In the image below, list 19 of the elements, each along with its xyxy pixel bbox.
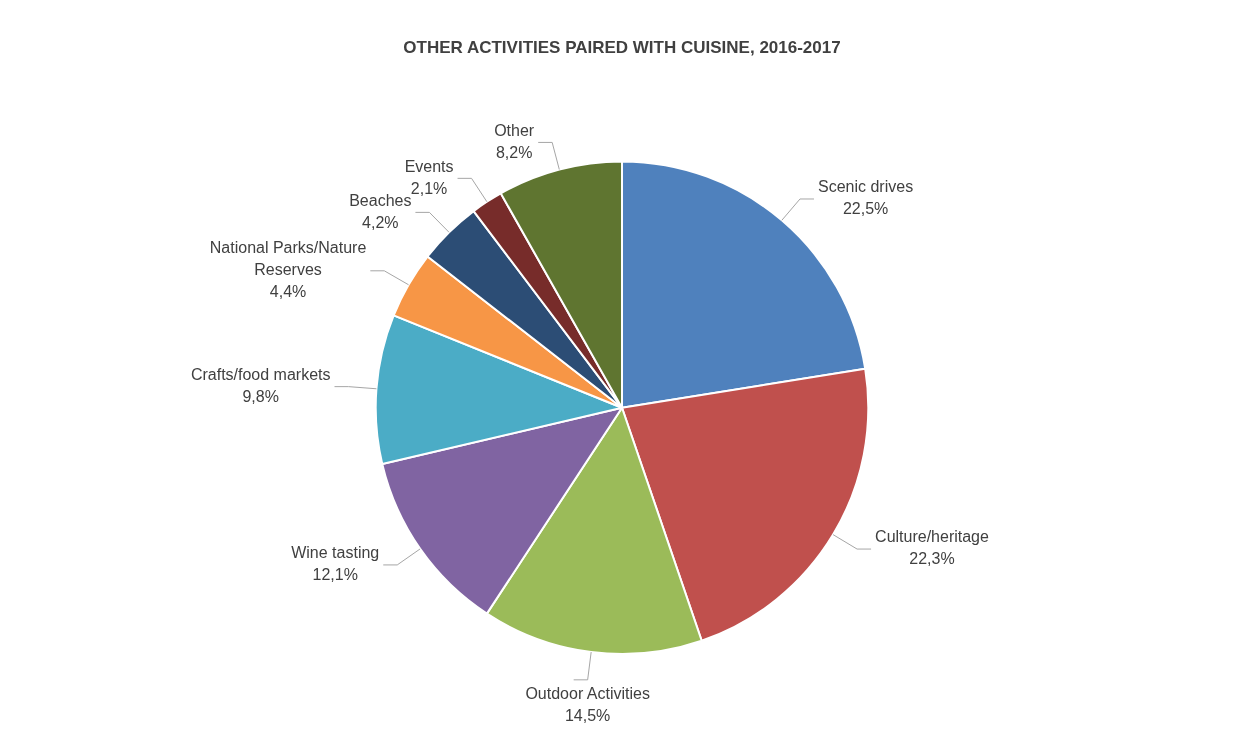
slice-label: Beaches xyxy=(349,191,412,209)
slice-label: Outdoor Activities xyxy=(525,685,650,703)
slice-label: Crafts/food markets xyxy=(190,366,331,384)
data-label: 22,5% xyxy=(842,200,889,218)
data-label: 4,4% xyxy=(269,283,307,301)
data-label: 9,8% xyxy=(242,388,279,406)
slice-label: National Parks/Nature Reserves xyxy=(209,239,367,279)
chart-title: OTHER ACTIVITIES PAIRED WITH CUISINE, 2016-2017 xyxy=(403,37,841,57)
slice-label: Culture/heritage xyxy=(875,528,990,546)
data-label: 8,2% xyxy=(495,143,533,161)
data-label: 12,1% xyxy=(312,566,358,584)
slice-label: Scenic drives xyxy=(817,178,914,196)
slice-label: Events xyxy=(404,157,454,175)
slice-label: Wine tasting xyxy=(291,544,380,562)
slice-label: Other xyxy=(494,121,535,139)
data-label: 14,5% xyxy=(564,707,611,725)
data-label: 2,1% xyxy=(410,179,448,197)
data-label: 4,2% xyxy=(362,213,399,231)
data-label: 22,3% xyxy=(909,550,955,568)
